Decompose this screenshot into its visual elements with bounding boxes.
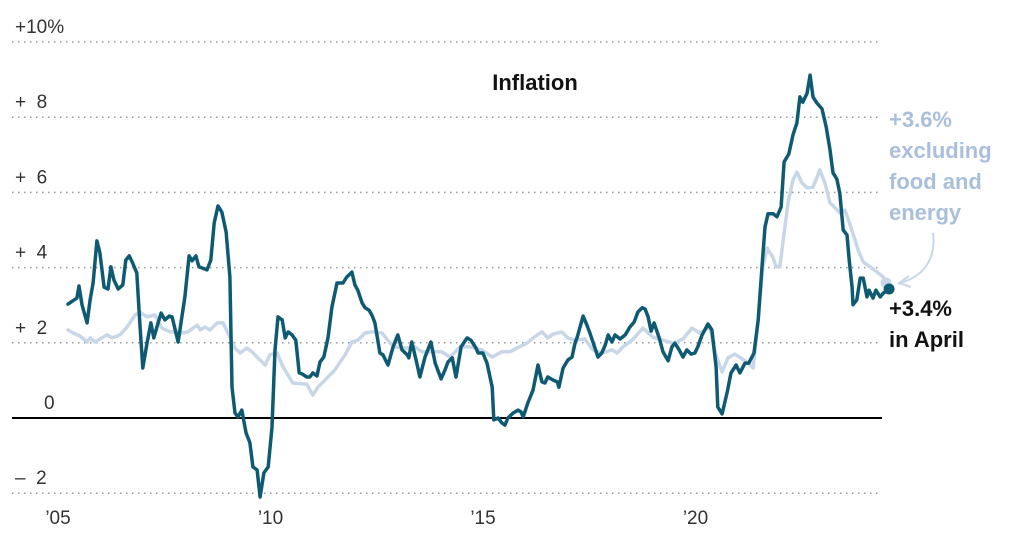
core-annotation: +3.6% excluding food and energy (889, 107, 992, 225)
x-tick-label: ’15 (470, 508, 495, 529)
y-tick-label: + 8 (15, 92, 47, 113)
y-gridlines (12, 41, 882, 494)
core-annotation-line-2: excluding (889, 138, 992, 163)
y-tick-label: +10% (15, 17, 64, 38)
core-annotation-line-1: +3.6% (889, 107, 952, 132)
y-tick-label: – 2 (15, 468, 47, 489)
headline-annotation: +3.4% in April (889, 296, 964, 352)
headline-inflation-line (66, 73, 891, 499)
arrowhead-icon (896, 275, 912, 288)
y-tick-label: + 4 (15, 243, 48, 264)
x-tick-label: ’20 (683, 508, 708, 529)
headline-annotation-line-1: +3.4% (889, 296, 952, 321)
core-annotation-line-3: food and (889, 169, 982, 194)
x-axis-tick-labels: ’05 ’10 ’15 ’20 (45, 508, 708, 529)
core-annotation-line-4: energy (889, 200, 962, 225)
x-tick-label: ’10 (258, 508, 283, 529)
headline-annotation-line-2: in April (889, 327, 964, 352)
annotation-arrow-icon (899, 232, 935, 284)
y-axis-tick-labels: +10% + 8 + 6 + 4 + 2 0 – 2 (15, 17, 64, 489)
y-tick-label: + 6 (15, 167, 47, 188)
y-tick-label: 0 (44, 393, 55, 414)
core-inflation-line (66, 168, 888, 397)
x-tick-label: ’05 (45, 508, 70, 529)
chart-title: Inflation (492, 70, 578, 95)
headline-endpoint-marker (883, 283, 895, 295)
y-tick-label: + 2 (15, 318, 47, 339)
